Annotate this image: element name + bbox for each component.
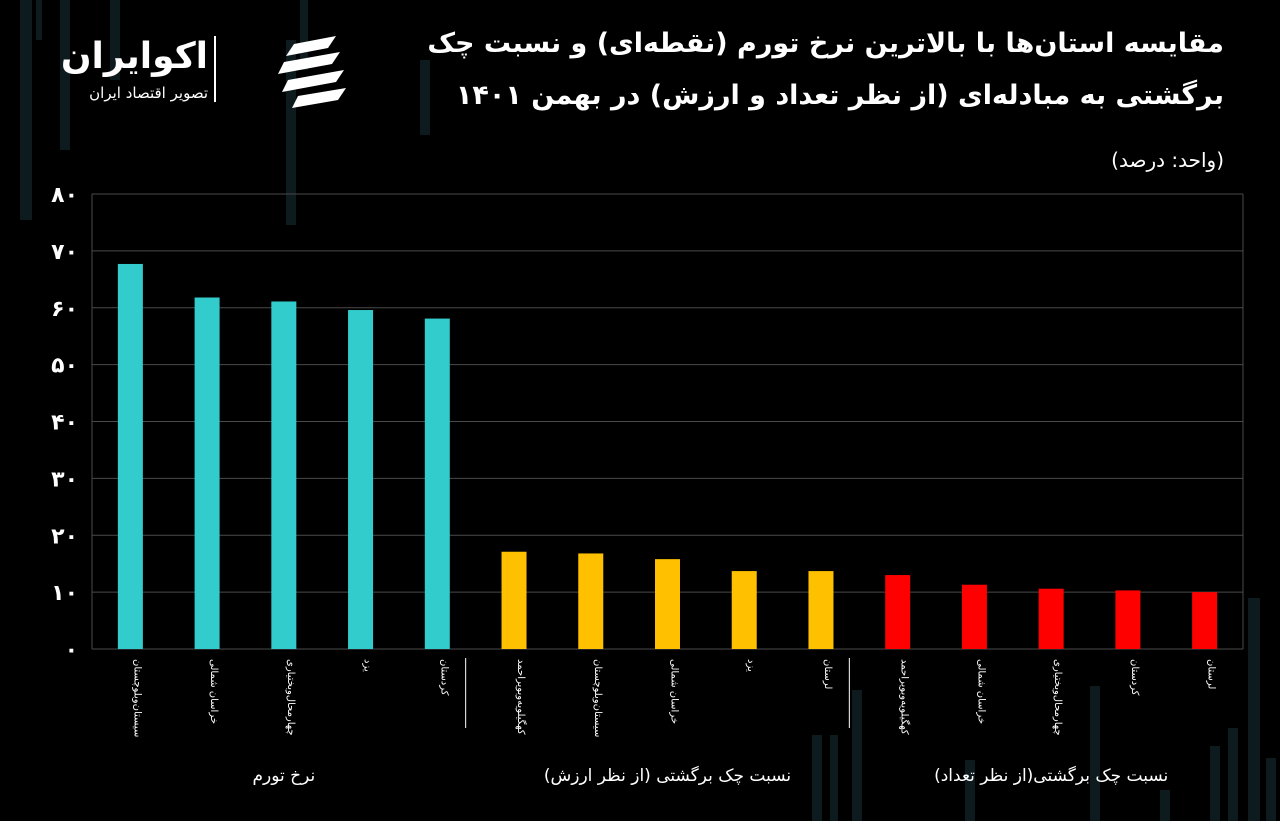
x-tick-label: سیستان‌وبلوچستان	[592, 659, 603, 737]
bar	[271, 301, 297, 649]
x-tick-label: چهارمحال‌وبختیاری	[1052, 659, 1063, 736]
unit-label: (واحد: درصد)	[1111, 148, 1224, 172]
x-tick-label: کهگیلویه‌وبویراحمد	[899, 659, 911, 735]
title-line-2: برگشتی به مبادله‌ای (از نظر تعداد و ارزش…	[455, 80, 1224, 111]
bar	[731, 571, 757, 649]
x-tick-label: سیستان‌وبلوچستان	[131, 659, 142, 737]
bar	[348, 310, 374, 649]
x-tick-label: کهگیلویه‌وبویراحمد	[515, 659, 527, 735]
group-label: نرخ تورم	[252, 766, 315, 786]
x-tick-label: چهارمحال‌وبختیاری	[285, 659, 296, 736]
bar	[1115, 590, 1141, 649]
x-tick-label: خراسان شمالی	[208, 659, 219, 724]
chart-title: مقایسه استان‌ها با بالاترین نرخ تورم (نق…	[364, 18, 1224, 122]
y-tick-label: ۴۰	[51, 411, 78, 436]
x-tick-label: لرستان	[822, 659, 833, 689]
bar	[578, 553, 604, 649]
brand-name: اکوایران	[60, 36, 208, 77]
y-tick-label: ۸۰	[51, 183, 78, 208]
y-tick-label: ۷۰	[51, 240, 78, 265]
x-tick-label: کردستان	[1129, 659, 1140, 696]
bar	[194, 297, 220, 649]
bar	[501, 551, 527, 649]
bar	[885, 575, 911, 649]
y-tick-label: ۳۰	[51, 467, 78, 492]
bar	[1192, 592, 1218, 649]
x-tick-label: خراسان شمالی	[669, 659, 680, 724]
bar	[424, 318, 450, 649]
bar	[117, 263, 143, 649]
title-line-1: مقایسه استان‌ها با بالاترین نرخ تورم (نق…	[427, 28, 1224, 59]
bar	[1038, 588, 1064, 649]
y-tick-label: ۱۰	[51, 581, 78, 606]
y-tick-label: ۶۰	[51, 297, 78, 322]
brand-mark-icon	[278, 36, 346, 108]
logo-divider	[214, 36, 216, 102]
brand-logo: اکوایران تصویر اقتصاد ایران	[48, 30, 346, 110]
group-label: نسبت چک برگشتی (از نظر ارزش)	[544, 765, 791, 786]
brand-tagline: تصویر اقتصاد ایران	[89, 84, 208, 102]
bar	[961, 584, 987, 649]
y-tick-label: ۲۰	[51, 524, 78, 549]
x-tick-label: لرستان	[1206, 659, 1217, 689]
x-tick-label: خراسان شمالی	[975, 659, 986, 724]
y-tick-label: ۰	[65, 638, 78, 663]
bar	[808, 571, 834, 649]
y-tick-label: ۵۰	[51, 354, 78, 379]
x-tick-label: یزد	[362, 659, 373, 672]
x-tick-label: یزد	[745, 659, 756, 672]
x-tick-label: کردستان	[438, 659, 449, 696]
group-label: نسبت چک برگشتی(از نظر تعداد)	[934, 765, 1168, 786]
bar	[655, 559, 680, 649]
